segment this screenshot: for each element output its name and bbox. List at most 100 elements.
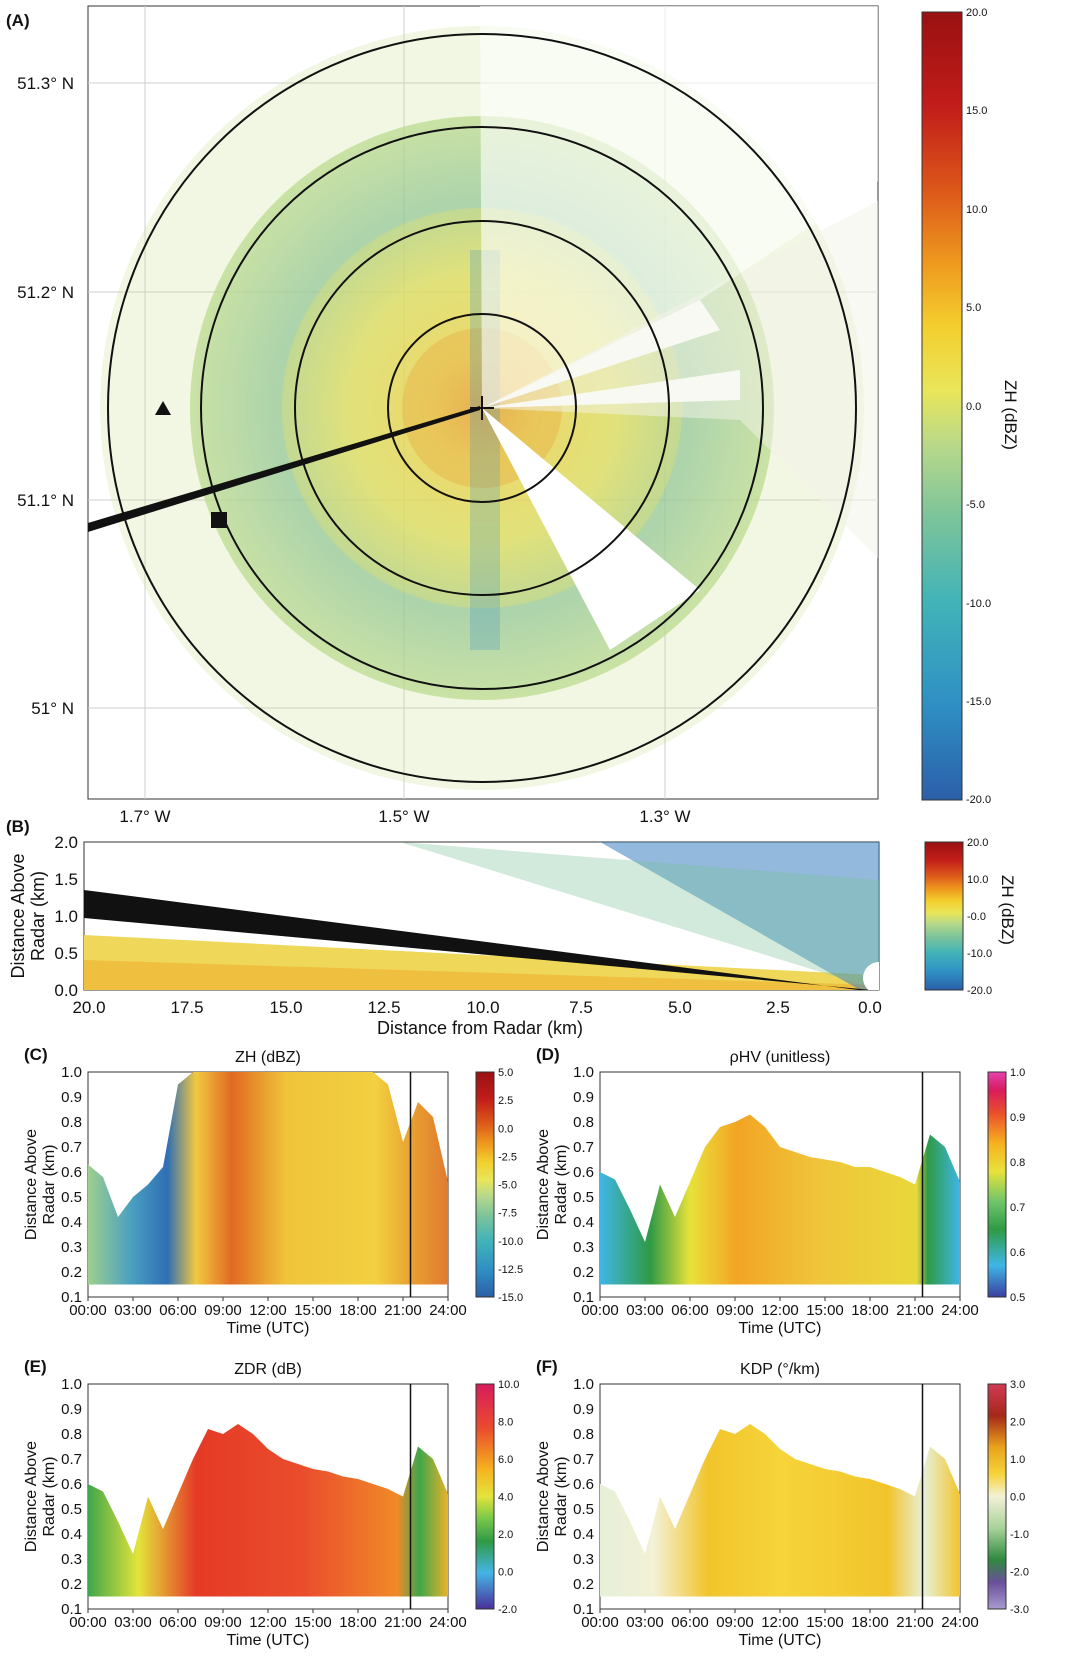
- panel-b-y-ticks: 2.0 1.5 1.0 0.5 0.0: [54, 833, 78, 1000]
- lon-tick-2: 1.5° W: [378, 807, 429, 826]
- x-tick-label: 18:00: [339, 1614, 377, 1631]
- panel-a-colorbar: [921, 11, 963, 801]
- y-axis-label-1: Distance Above: [23, 1129, 40, 1240]
- x-tick-label: 03:00: [114, 1302, 152, 1319]
- x-axis-label: Time (UTC): [227, 1320, 310, 1337]
- cbar-a-tick: 15.0: [966, 105, 987, 117]
- panel-b-ylabel-1: Distance Above: [8, 853, 28, 978]
- panel-b-ylabel-2: Radar (km): [28, 871, 48, 961]
- y-tick-label: 0.7: [573, 1139, 594, 1156]
- colorbar: [987, 1383, 1007, 1610]
- panel-a-colorbar-label: ZH (dBZ): [1001, 380, 1020, 450]
- triangle-marker: [155, 401, 171, 415]
- x-tick-label: 15:00: [806, 1614, 844, 1631]
- lon-tick-1: 1.7° W: [119, 807, 170, 826]
- cbar-a-tick: 0.0: [966, 401, 981, 413]
- cbar-a-tick: -5.0: [966, 499, 985, 511]
- x-tick-label: 06:00: [159, 1302, 197, 1319]
- colorbar-tick: 10.0: [498, 1379, 519, 1391]
- x-tick-label: 18:00: [851, 1614, 889, 1631]
- cbar-a-tick: -15.0: [966, 696, 991, 708]
- colorbar-tick: 2.5: [498, 1095, 513, 1107]
- data-area: [88, 1072, 448, 1285]
- colorbar-tick: 0.9: [1010, 1112, 1025, 1124]
- cbar-a-tick: 20.0: [966, 7, 987, 19]
- b-xtick: 12.5: [367, 998, 400, 1017]
- x-tick-label: 03:00: [626, 1302, 664, 1319]
- y-tick-label: 0.9: [573, 1089, 594, 1106]
- lat-tick-3: 51.1° N: [17, 491, 74, 510]
- time-height-panels: (C) ZH (dBZ) 00:00 03:00 06:00 09:00 12:00 15:0…: [23, 1045, 1029, 1649]
- colorbar-tick: 1.0: [1010, 1067, 1025, 1079]
- y-tick-label: 0.2: [61, 1576, 82, 1593]
- colorbar-tick: -1.0: [1010, 1529, 1029, 1541]
- panel-c-title: ZH (dBZ): [235, 1049, 301, 1066]
- panel-b-xlabel: Distance from Radar (km): [377, 1018, 583, 1038]
- y-axis-label-2: Radar (km): [553, 1144, 570, 1224]
- colorbar-tick: -10.0: [498, 1236, 523, 1248]
- b-xtick: 0.0: [858, 998, 882, 1017]
- b-ytick: 2.0: [54, 833, 78, 852]
- b-ytick: 1.5: [54, 870, 78, 889]
- x-tick-label: 00:00: [69, 1614, 107, 1631]
- colorbar-tick: 0.5: [1010, 1292, 1025, 1304]
- y-tick-label: 0.1: [61, 1289, 82, 1306]
- colorbar: [987, 1071, 1007, 1298]
- y-tick-label: 0.4: [61, 1526, 82, 1543]
- x-tick-label: 21:00: [896, 1302, 934, 1319]
- x-tick-label: 24:00: [941, 1614, 979, 1631]
- colorbar-tick: 0.6: [1010, 1247, 1025, 1259]
- range-rings: [107, 33, 857, 783]
- b-xtick: 15.0: [269, 998, 302, 1017]
- x-axis-label: Time (UTC): [227, 1632, 310, 1649]
- colorbar: [475, 1383, 495, 1610]
- panel-a-lon-ticks: 1.7° W 1.5° W 1.3° W: [119, 807, 690, 826]
- panel-f-title: KDP (°/km): [740, 1361, 820, 1378]
- panel-b-colorbar-label: ZH (dBZ): [998, 875, 1017, 945]
- y-tick-label: 0.3: [573, 1551, 594, 1568]
- lat-tick-2: 51.2° N: [17, 283, 74, 302]
- beam-blockage-line: [88, 406, 480, 532]
- colorbar-tick: 0.7: [1010, 1202, 1025, 1214]
- lon-tick-3: 1.3° W: [639, 807, 690, 826]
- y-tick-label: 0.5: [573, 1189, 594, 1206]
- y-tick-label: 0.9: [61, 1401, 82, 1418]
- panel-f: (F) KDP (°/km) 00:00 03:00 06:00 09:00 12:00 15…: [535, 1357, 1029, 1649]
- colorbar-tick: 0.0: [498, 1123, 513, 1135]
- y-tick-label: 0.2: [573, 1264, 594, 1281]
- y-tick-label: 0.7: [573, 1451, 594, 1468]
- colorbar-tick: -3.0: [1010, 1604, 1029, 1616]
- lat-tick-1: 51.3° N: [17, 74, 74, 93]
- panel-b-x-ticks: 20.0 17.5 15.0 12.5 10.0 7.5 5.0 2.5 0.0: [72, 998, 881, 1017]
- y-tick-label: 0.3: [61, 1551, 82, 1568]
- y-tick-label: 0.6: [61, 1476, 82, 1493]
- x-tick-label: 06:00: [671, 1302, 709, 1319]
- x-axis-label: Time (UTC): [739, 1320, 822, 1337]
- y-tick-label: 0.5: [61, 1189, 82, 1206]
- colorbar-tick: 0.0: [498, 1567, 513, 1579]
- cbar-b-tick: -20.0: [967, 985, 992, 997]
- colorbar-tick: -7.5: [498, 1208, 517, 1220]
- colorbar: [475, 1071, 495, 1298]
- panel-e-title: ZDR (dB): [234, 1361, 302, 1378]
- y-tick-label: 0.5: [573, 1501, 594, 1518]
- y-tick-label: 0.7: [61, 1139, 82, 1156]
- y-tick-label: 0.1: [61, 1601, 82, 1618]
- x-tick-label: 15:00: [806, 1302, 844, 1319]
- y-tick-label: 0.8: [61, 1114, 82, 1131]
- colorbar-tick: 2.0: [1010, 1417, 1025, 1429]
- x-tick-label: 24:00: [429, 1302, 467, 1319]
- panel-e-label: (E): [24, 1357, 47, 1376]
- colorbar-tick: -2.0: [1010, 1567, 1029, 1579]
- x-tick-label: 03:00: [114, 1614, 152, 1631]
- x-tick-label: 00:00: [69, 1302, 107, 1319]
- b-xtick: 7.5: [569, 998, 593, 1017]
- y-tick-label: 1.0: [61, 1376, 82, 1393]
- cbar-a-tick: -10.0: [966, 598, 991, 610]
- x-tick-label: 21:00: [896, 1614, 934, 1631]
- x-tick-label: 18:00: [339, 1302, 377, 1319]
- y-axis-label-2: Radar (km): [41, 1144, 58, 1224]
- y-tick-label: 1.0: [573, 1376, 594, 1393]
- colorbar-tick: -2.5: [498, 1151, 517, 1163]
